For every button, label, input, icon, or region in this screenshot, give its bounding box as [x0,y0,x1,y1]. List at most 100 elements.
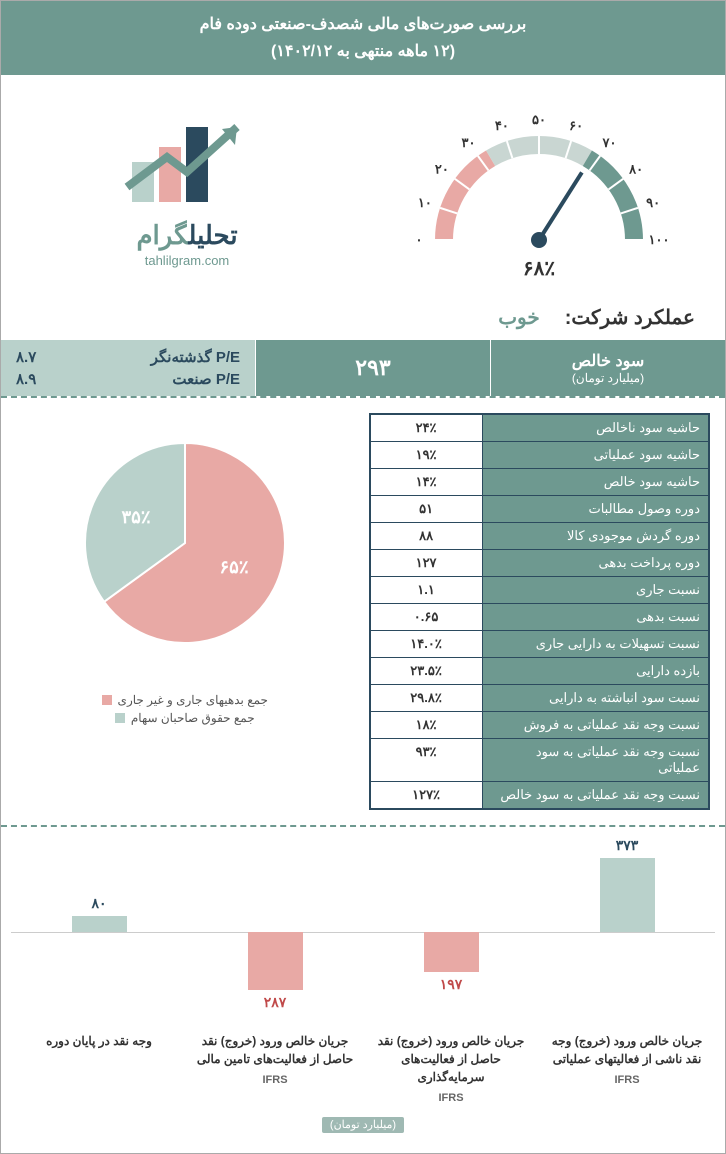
ratio-value: ۵۱ [371,496,482,522]
svg-text:۱۰: ۱۰ [418,195,432,210]
svg-text:۸۰: ۸۰ [628,162,643,177]
svg-text:۶۸٪: ۶۸٪ [523,258,555,280]
profit-value-cell: ۲۹۳ [255,340,490,396]
gauge: ۱۰۰۹۰۸۰۷۰۶۰۵۰۴۰۳۰۲۰۱۰۰۶۸٪ [373,90,705,295]
legend-text: جمع بدهیهای جاری و غیر جاری [118,693,268,707]
legend-item: جمع حقوق صاحبان سهام [16,711,354,725]
header: بررسی صورت‌های مالی شصدف-صنعتی دوده فام … [1,1,725,75]
cashflow-bar [248,932,303,989]
ratio-value: ۲۹.۸٪ [371,685,482,711]
ratio-name: حاشیه سود ناخالص [482,415,708,441]
ratio-name: نسبت وجه نقد عملیاتی به سود خالص [482,782,708,808]
legend-text: جمع حقوق صاحبان سهام [131,711,255,725]
cashflow-value: ۱۹۷ [363,976,539,993]
ratio-value: ۸۸ [371,523,482,549]
pie-legend: جمع بدهیهای جاری و غیر جاری جمع حقوق صاحب… [16,693,354,725]
profit-unit: (میلیارد تومان) [572,371,644,385]
ratio-value: ۱.۱ [371,577,482,603]
pe-trailing-value: ۸.۷ [16,348,36,366]
cashflow-column: ۸۰ [11,842,187,1022]
ratio-row: نسبت وجه نقد عملیاتی به سود خالص۱۲۷٪ [371,782,709,808]
cashflow-bar [600,858,655,933]
logo-icon [117,117,257,207]
ratio-row: دوره وصول مطالبات۵۱ [371,496,709,523]
pe-industry-label: P/E صنعت [172,370,240,388]
ratio-name: نسبت جاری [482,577,708,603]
ratio-row: دوره گردش موجودی کالا۸۸ [371,523,709,550]
pie-chart: ۶۵٪ ۳۵٪ جمع بدهیهای جاری و غیر جاری جمع حق… [16,413,354,810]
profit-label: سود خالص [572,351,644,371]
top-section: ۱۰۰۹۰۸۰۷۰۶۰۵۰۴۰۳۰۲۰۱۰۰۶۸٪ تحلیلگرام tahl… [1,75,725,305]
ratio-row: دوره پرداخت بدهی۱۲۷ [371,550,709,577]
ratio-row: نسبت بدهی۰.۶۵ [371,604,709,631]
profit-value: ۲۹۳ [355,355,390,381]
cashflow-column: ۲۸۷ [187,842,363,1022]
metrics-band: سود خالص (میلیارد تومان) ۲۹۳ P/E گذشته‌ن… [1,340,725,396]
ratio-name: نسبت وجه نقد عملیاتی به فروش [482,712,708,738]
cashflow-chart: ۳۷۳۱۹۷۲۸۷۸۰ [11,842,715,1022]
svg-text:۶۵٪: ۶۵٪ [219,557,248,577]
ratio-value: ۲۳.۵٪ [371,658,482,684]
ratio-row: نسبت جاری۱.۱ [371,577,709,604]
ratio-name: دوره گردش موجودی کالا [482,523,708,549]
ratio-row: حاشیه سود خالص۱۴٪ [371,469,709,496]
ratio-table: حاشیه سود ناخالص۲۴٪حاشیه سود عملیاتی۱۹٪ح… [369,413,711,810]
cashflow-bar [72,916,127,932]
pe-industry-value: ۸.۹ [16,370,36,388]
brand-name: تحلیلگرام [21,220,353,251]
pe-trailing: P/E گذشته‌نگر ۸.۷ [16,348,240,366]
ratio-name: حاشیه سود خالص [482,469,708,495]
ratio-row: نسبت وجه نقد عملیاتی به سود عملیاتی۹۳٪ [371,739,709,782]
svg-text:۲۰: ۲۰ [435,162,449,177]
ratio-value: ۱۸٪ [371,712,482,738]
brand-main: تحلیل [188,220,237,250]
ratio-name: نسبت بدهی [482,604,708,630]
svg-text:۳۰: ۳۰ [461,135,475,150]
svg-text:۴۰: ۴۰ [495,118,509,133]
svg-text:۷۰: ۷۰ [602,135,617,150]
brand-logo: تحلیلگرام tahlilgram.com [21,117,353,268]
ratio-value: ۱۴٪ [371,469,482,495]
cashflow-unit-text: (میلیارد تومان) [322,1117,404,1133]
svg-text:۱۰۰: ۱۰۰ [649,232,670,247]
ratio-value: ۰.۶۵ [371,604,482,630]
cashflow-value: ۳۷۳ [539,837,715,854]
cashflow-column: ۳۷۳ [539,842,715,1022]
ratio-row: نسبت سود انباشته به دارایی۲۹.۸٪ [371,685,709,712]
ratio-name: دوره وصول مطالبات [482,496,708,522]
header-title: بررسی صورت‌های مالی شصدف-صنعتی دوده فام [1,11,725,38]
pe-trailing-label: P/E گذشته‌نگر [151,348,240,366]
svg-text:۶۰: ۶۰ [569,118,583,133]
cashflow-value: ۲۸۷ [187,994,363,1011]
ratio-name: حاشیه سود عملیاتی [482,442,708,468]
profit-cell: سود خالص (میلیارد تومان) [490,340,725,396]
ratio-name: دوره پرداخت بدهی [482,550,708,576]
ratio-value: ۱۴.۰٪ [371,631,482,657]
cashflow-section: ۳۷۳۱۹۷۲۸۷۸۰ جریان خالص ورود (خروج) وجه ن… [1,827,725,1153]
ratio-row: حاشیه سود عملیاتی۱۹٪ [371,442,709,469]
cashflow-label: وجه نقد در پایان دوره [11,1032,187,1107]
cashflow-unit: (میلیارد تومان) [11,1115,715,1133]
mid-section: حاشیه سود ناخالص۲۴٪حاشیه سود عملیاتی۱۹٪ح… [1,398,725,825]
performance-row: عملکرد شرکت: خوب [1,305,725,340]
performance-label: عملکرد شرکت: [565,305,695,330]
svg-text:۳۵٪: ۳۵٪ [121,507,150,527]
ratio-row: حاشیه سود ناخالص۲۴٪ [371,415,709,442]
pe-cell: P/E گذشته‌نگر ۸.۷ P/E صنعت ۸.۹ [1,340,255,396]
ratio-name: نسبت وجه نقد عملیاتی به سود عملیاتی [482,739,708,781]
header-subtitle: (۱۲ ماهه منتهی به ۱۴۰۲/۱۲) [1,38,725,65]
ratio-name: بازده دارایی [482,658,708,684]
legend-swatch [102,695,112,705]
ratio-value: ۱۲۷ [371,550,482,576]
cashflow-bar [424,932,479,971]
ratio-value: ۱۲۷٪ [371,782,482,808]
ratio-row: نسبت تسهیلات به دارایی جاری۱۴.۰٪ [371,631,709,658]
cashflow-labels: جریان خالص ورود (خروج) وجه نقد ناشی از ف… [11,1032,715,1107]
ratio-value: ۱۹٪ [371,442,482,468]
svg-text:۵۰: ۵۰ [532,112,546,127]
svg-text:۹۰: ۹۰ [646,195,660,210]
brand-site: tahlilgram.com [21,253,353,268]
ratio-value: ۲۴٪ [371,415,482,441]
svg-text:۰: ۰ [416,232,423,247]
ratio-value: ۹۳٪ [371,739,482,781]
